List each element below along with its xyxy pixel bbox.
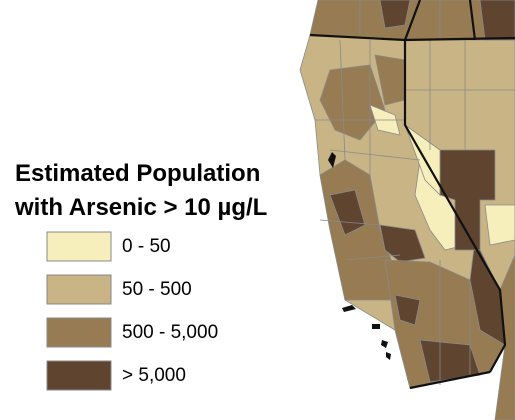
legend-swatch [46,231,112,262]
legend-label: 50 - 500 [122,279,192,300]
region [379,224,426,263]
region [379,0,411,29]
legend-swatch [46,360,112,391]
region [484,204,515,246]
legend-label: 0 - 50 [122,236,171,257]
legend-label: 500 - 5,000 [122,322,218,343]
island [328,152,391,360]
map [299,0,515,420]
legend-swatch [46,274,112,305]
region [394,294,421,326]
legend: Estimated Population with Arsenic > 10 µ… [14,160,267,391]
legend-swatch [46,317,112,348]
legend-title: Estimated Population [15,160,260,187]
region [479,0,515,41]
legend-label: > 5,000 [122,365,186,386]
region [404,123,441,196]
legend-title: with Arsenic > 10 µg/L [14,194,267,221]
